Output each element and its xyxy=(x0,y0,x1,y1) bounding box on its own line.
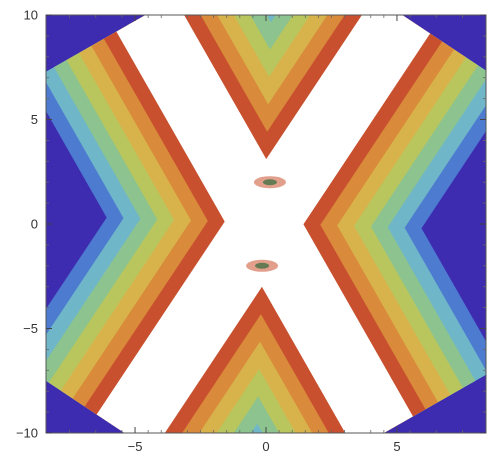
contour-bands xyxy=(46,15,486,433)
axis-tick-labels: −5 0 5 10 5 0 −5 −10 xyxy=(16,8,401,455)
x-tick-label-1: 0 xyxy=(262,439,269,454)
y-tick-label-1: 5 xyxy=(31,112,38,127)
y-tick-label-4: −10 xyxy=(16,426,38,441)
axis-ticks xyxy=(46,14,486,434)
crossing-core xyxy=(246,184,286,264)
y-tick-label-3: −5 xyxy=(23,321,38,336)
x-tick-label-0: −5 xyxy=(128,439,143,454)
crossing-notch-center-0 xyxy=(262,179,277,186)
y-tick-label-2: 0 xyxy=(31,217,38,232)
y-tick-label-0: 10 xyxy=(24,8,38,23)
crossing-notch-center-1 xyxy=(255,262,270,269)
x-tick-label-2: 5 xyxy=(393,439,400,454)
